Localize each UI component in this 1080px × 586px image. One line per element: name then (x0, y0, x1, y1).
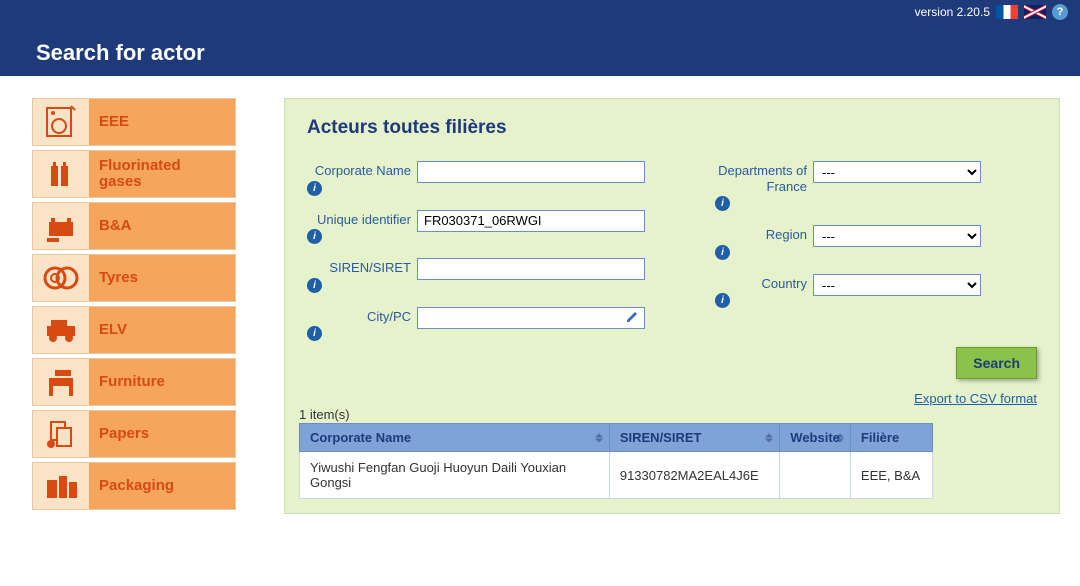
result-count: 1 item(s) (299, 407, 350, 422)
papers-icon (33, 411, 89, 457)
sidebar-item-label: Furniture (89, 374, 235, 391)
battery-icon (33, 203, 89, 249)
departments-label: Departments of France (715, 161, 807, 194)
flag-uk-icon[interactable] (1024, 5, 1046, 19)
sidebar-item-ba[interactable]: B&A (32, 202, 236, 250)
sidebar-item-label: B&A (89, 218, 235, 235)
sidebar-item-tyres[interactable]: Tyres (32, 254, 236, 302)
eee-icon (33, 99, 89, 145)
departments-select[interactable]: --- (813, 161, 981, 183)
search-panel: Acteurs toutes filières Corporate Name i… (284, 98, 1060, 514)
col-filiere[interactable]: Filière (850, 424, 932, 452)
col-siren-siret[interactable]: SIREN/SIRET (609, 424, 779, 452)
form-right-column: Departments of France i --- Region i ---… (715, 161, 981, 341)
sort-icon (765, 433, 773, 442)
results-table: Corporate Name SIREN/SIRET Website Filiè… (299, 423, 933, 499)
sidebar-item-fluorinated[interactable]: Fluorinated gases (32, 150, 236, 198)
sidebar-item-label: ELV (89, 322, 235, 339)
siren-siret-input[interactable] (417, 258, 645, 280)
sidebar-item-label: EEE (89, 114, 235, 131)
gas-cylinder-icon (33, 151, 89, 197)
sidebar-item-label: Tyres (89, 270, 235, 287)
form-left-column: Corporate Name i Unique identifier i SIR… (307, 161, 645, 341)
sidebar-item-label: Packaging (89, 478, 235, 495)
pencil-icon[interactable] (625, 310, 639, 327)
info-icon[interactable]: i (307, 181, 322, 196)
unique-identifier-input[interactable] (417, 210, 645, 232)
app-header: version 2.20.5 ? Search for actor (0, 0, 1080, 76)
packaging-icon (33, 463, 89, 509)
info-icon[interactable]: i (715, 293, 730, 308)
info-icon[interactable]: i (307, 229, 322, 244)
sidebar-item-papers[interactable]: Papers (32, 410, 236, 458)
sidebar-item-eee[interactable]: EEE (32, 98, 236, 146)
sort-icon (836, 433, 844, 442)
sidebar-item-elv[interactable]: ELV (32, 306, 236, 354)
version-bar: version 2.20.5 ? (915, 4, 1068, 20)
cell-siren-siret: 91330782MA2EAL4J6E (609, 452, 779, 499)
siren-siret-label: SIREN/SIRET (307, 258, 411, 276)
sort-icon (595, 433, 603, 442)
cell-filiere: EEE, B&A (850, 452, 932, 499)
corporate-name-input[interactable] (417, 161, 645, 183)
search-button[interactable]: Search (956, 347, 1037, 379)
info-icon[interactable]: i (307, 278, 322, 293)
sidebar-item-label: Fluorinated gases (89, 158, 235, 191)
cell-corporate-name: Yiwushi Fengfan Guoji Huoyun Daili Youxi… (300, 452, 610, 499)
unique-identifier-label: Unique identifier (307, 210, 411, 228)
col-corporate-name[interactable]: Corporate Name (300, 424, 610, 452)
sidebar-item-label: Papers (89, 426, 235, 443)
sidebar-item-packaging[interactable]: Packaging (32, 462, 236, 510)
sidebar-item-furniture[interactable]: Furniture (32, 358, 236, 406)
page-title: Search for actor (36, 40, 205, 66)
info-icon[interactable]: i (715, 196, 730, 211)
furniture-icon (33, 359, 89, 405)
corporate-name-label: Corporate Name (307, 161, 411, 179)
tyre-icon (33, 255, 89, 301)
info-icon[interactable]: i (307, 326, 322, 341)
region-select[interactable]: --- (813, 225, 981, 247)
export-csv-link[interactable]: Export to CSV format (914, 391, 1037, 406)
flag-fr-icon[interactable] (996, 5, 1018, 19)
city-pc-input[interactable] (417, 307, 645, 329)
panel-title: Acteurs toutes filières (307, 117, 1037, 139)
col-website[interactable]: Website (780, 424, 851, 452)
sidebar: EEE Fluorinated gases B&A Tyres ELV (32, 98, 236, 514)
city-pc-label: City/PC (307, 307, 411, 325)
country-label: Country (715, 274, 807, 292)
version-label: version 2.20.5 (915, 5, 990, 19)
region-label: Region (715, 225, 807, 243)
vehicle-icon (33, 307, 89, 353)
help-icon[interactable]: ? (1052, 4, 1068, 20)
country-select[interactable]: --- (813, 274, 981, 296)
info-icon[interactable]: i (715, 245, 730, 260)
cell-website (780, 452, 851, 499)
table-row[interactable]: Yiwushi Fengfan Guoji Huoyun Daili Youxi… (300, 452, 933, 499)
